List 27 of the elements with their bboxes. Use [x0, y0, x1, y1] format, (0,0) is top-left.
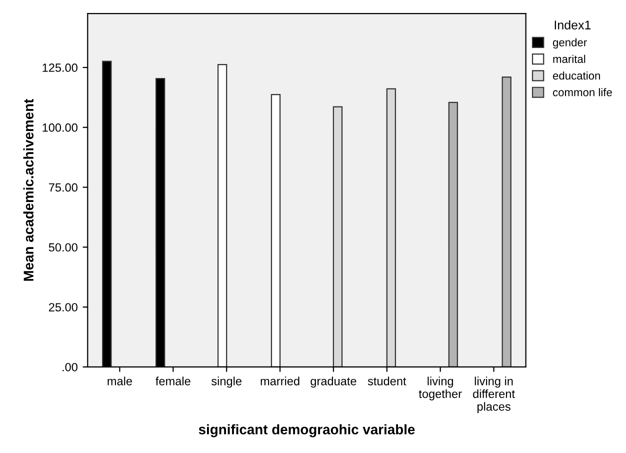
x-tick-label: graduate [310, 376, 356, 388]
x-tick-label: female [156, 376, 190, 386]
y-tick-label: 125.00 [42, 64, 78, 72]
y-tick-label: 100.00 [42, 123, 78, 132]
bar [270, 94, 281, 367]
legend-label: gender [552, 38, 587, 49]
legend-title: Index1 [554, 20, 591, 30]
y-tick-label: 25.00 [48, 303, 78, 312]
legend-label: common life [552, 88, 612, 96]
bar [217, 64, 228, 367]
bar [448, 102, 458, 367]
y-tick-label: 75.00 [48, 183, 78, 192]
x-tick-label: student [368, 376, 406, 386]
x-tick-label: living in different places [473, 376, 515, 414]
x-tick-label: married [260, 376, 300, 386]
bar [332, 106, 343, 367]
y-tick-label: 50.00 [48, 243, 78, 252]
x-tick-label: living together [418, 376, 462, 400]
bar [502, 76, 512, 367]
x-axis-title: significant demograohic variable [198, 424, 415, 438]
bar [386, 88, 396, 367]
x-tick-label: single [211, 376, 242, 388]
legend-label: education [552, 71, 600, 80]
legend-label: marital [553, 54, 586, 63]
x-tick-label: male [108, 376, 132, 386]
y-tick-label: .00 [62, 362, 78, 372]
y-axis-title: Mean academic.achivement [23, 98, 34, 281]
